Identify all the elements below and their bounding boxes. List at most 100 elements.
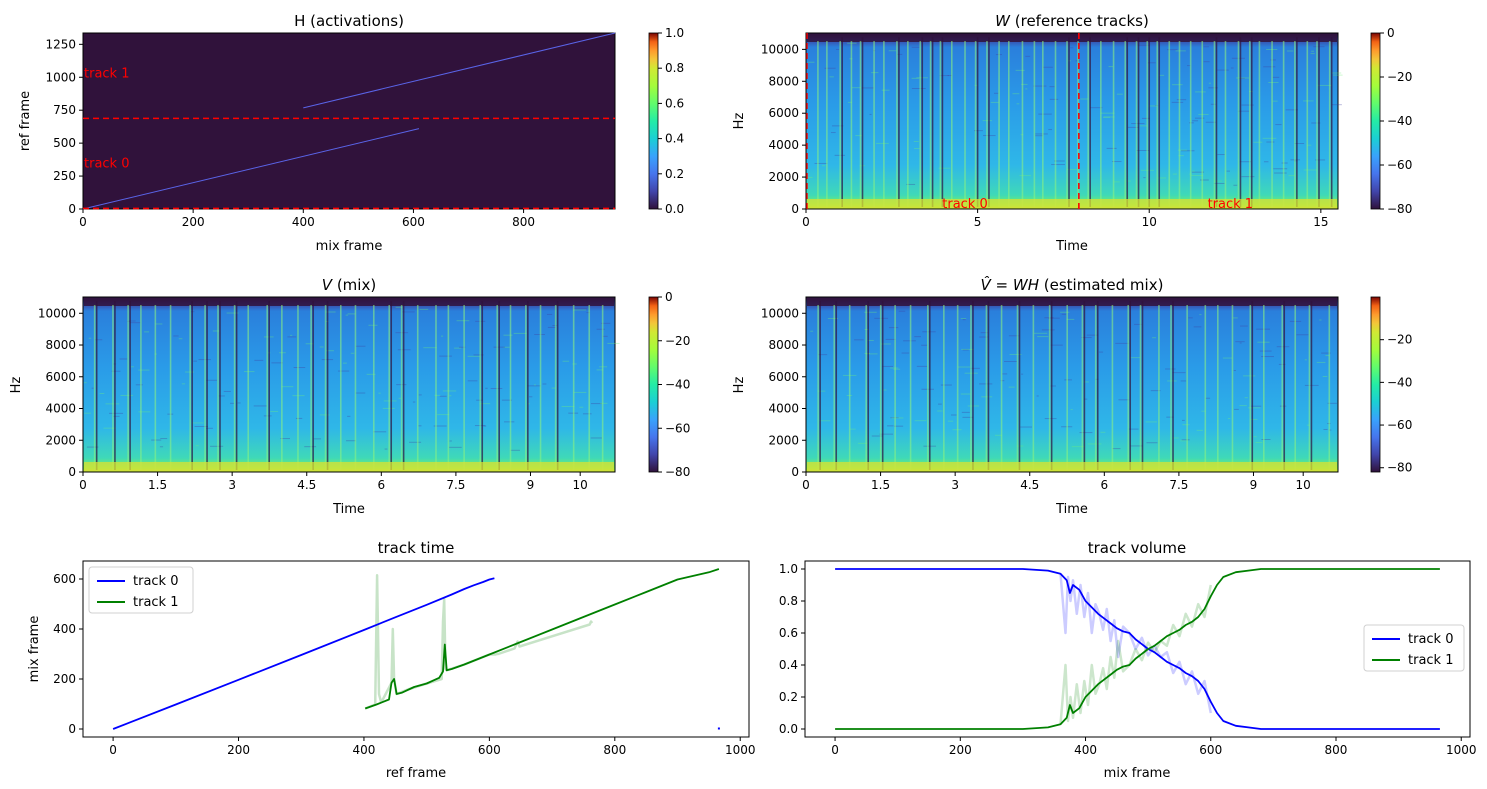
tt-ytick-label: 0 bbox=[68, 722, 76, 736]
tv-xtick-label: 0 bbox=[831, 743, 839, 757]
v-xtick-label: 1.5 bbox=[148, 478, 167, 492]
h-xtick-label: 400 bbox=[292, 215, 315, 229]
v-cbar-tick-label: −60 bbox=[665, 421, 690, 435]
vhat-cbar-tick-label: −20 bbox=[1387, 333, 1412, 347]
tv-ytick-label: 0.2 bbox=[779, 690, 798, 704]
h-xlabel: mix frame bbox=[316, 239, 383, 254]
vhat-xtick-label: 1.5 bbox=[871, 478, 890, 492]
h-xtick-label: 600 bbox=[402, 215, 425, 229]
vhat-xtick-label: 7.5 bbox=[1169, 478, 1188, 492]
tt-ytick-label: 400 bbox=[53, 622, 76, 636]
h-ytick-label: 0 bbox=[68, 202, 76, 216]
v-cbar-tick-label: 0 bbox=[665, 290, 673, 304]
h-track-label: track 1 bbox=[84, 66, 130, 81]
v-xlabel: Time bbox=[332, 502, 365, 517]
tv-faint-line-track-1 bbox=[1059, 584, 1213, 725]
v-xtick-label: 6 bbox=[377, 478, 385, 492]
h-ylabel: ref frame bbox=[18, 91, 33, 151]
w-ytick-label: 8000 bbox=[768, 74, 799, 88]
tv-ytick-label: 0.0 bbox=[779, 722, 798, 736]
vhat-cbar-tick-label: −40 bbox=[1387, 375, 1412, 389]
v-texture-low bbox=[84, 462, 614, 471]
v-xtick-label: 10 bbox=[573, 478, 588, 492]
vhat-ytick-label: 6000 bbox=[768, 370, 799, 384]
tv-ytick-label: 1.0 bbox=[779, 562, 798, 576]
v-xtick-label: 9 bbox=[527, 478, 535, 492]
tt-xlabel: ref frame bbox=[386, 766, 446, 781]
h-cbar-tick-label: 0.2 bbox=[665, 167, 684, 181]
w-xtick-label: 5 bbox=[974, 215, 982, 229]
tt-xtick-label: 0 bbox=[109, 743, 117, 757]
tt-plot-area bbox=[82, 560, 750, 738]
tv-plot-area bbox=[804, 560, 1471, 738]
vhat-ytick-label: 10000 bbox=[761, 306, 799, 320]
vhat-ytick-label: 4000 bbox=[768, 402, 799, 416]
w-xlabel: Time bbox=[1055, 239, 1088, 254]
h-track-label: track 0 bbox=[84, 157, 130, 172]
tt-xtick-label: 1000 bbox=[725, 743, 756, 757]
tv-xtick-label: 200 bbox=[949, 743, 972, 757]
h-activation-diagonal bbox=[82, 128, 420, 210]
vhat-ytick-label: 2000 bbox=[768, 433, 799, 447]
h-cbar-tick-label: 0.0 bbox=[665, 202, 684, 216]
h-xtick-label: 200 bbox=[182, 215, 205, 229]
h-cbar-tick-label: 0.6 bbox=[665, 96, 684, 110]
w-xtick-label: 0 bbox=[802, 215, 810, 229]
tt-ytick-label: 200 bbox=[53, 672, 76, 686]
w-xtick-label: 15 bbox=[1313, 215, 1328, 229]
w-ytick-label: 0 bbox=[791, 202, 799, 216]
panel-track-volume: track volume mix frame 0 200 400 600 800 1000… bbox=[779, 539, 1477, 781]
tv-title: track volume bbox=[1088, 539, 1187, 557]
vhat-cbar-tick-label: −80 bbox=[1387, 461, 1412, 475]
w-texture-low bbox=[807, 199, 1337, 208]
panel-vhat-estimated-mix: V̂ = WH (estimated mix) Time Hz 0 1.5 3 4.5… bbox=[732, 275, 1412, 517]
w-track-label: track 1 bbox=[1208, 197, 1254, 212]
w-xtick-label: 10 bbox=[1142, 215, 1157, 229]
vhat-ytick-label: 0 bbox=[791, 465, 799, 479]
w-ytick-label: 4000 bbox=[768, 138, 799, 152]
vhat-ylabel: Hz bbox=[732, 377, 747, 394]
v-xtick-label: 4.5 bbox=[297, 478, 316, 492]
h-xtick-label: 0 bbox=[79, 215, 87, 229]
tv-legend-label: track 1 bbox=[1408, 653, 1454, 668]
w-colorbar bbox=[1370, 32, 1381, 210]
tt-legend-label: track 0 bbox=[133, 574, 179, 589]
h-ytick-label: 1000 bbox=[45, 70, 76, 84]
w-ytick-label: 10000 bbox=[761, 42, 799, 56]
h-ytick-label: 250 bbox=[53, 169, 76, 183]
tt-xtick-label: 600 bbox=[478, 743, 501, 757]
tv-ytick-label: 0.4 bbox=[779, 658, 798, 672]
tv-legend-label: track 0 bbox=[1408, 632, 1454, 647]
v-cbar-tick-label: −80 bbox=[665, 465, 690, 479]
h-ytick-label: 500 bbox=[53, 136, 76, 150]
vhat-plot-area bbox=[805, 296, 1339, 473]
v-title: V (mix) bbox=[322, 276, 376, 294]
v-ytick-label: 10000 bbox=[38, 306, 76, 320]
h-cbar-tick-label: 0.8 bbox=[665, 61, 684, 75]
w-cbar-tick-label: 0 bbox=[1387, 26, 1395, 40]
tt-ytick-label: 600 bbox=[53, 572, 76, 586]
vhat-texture-low bbox=[807, 462, 1337, 471]
v-cbar-tick-label: −20 bbox=[665, 334, 690, 348]
h-title: H (activations) bbox=[294, 12, 404, 30]
vhat-colorbar bbox=[1370, 296, 1381, 473]
tv-xtick-label: 600 bbox=[1199, 743, 1222, 757]
v-xtick-label: 0 bbox=[79, 478, 87, 492]
w-cbar-tick-label: −20 bbox=[1387, 70, 1412, 84]
vhat-xtick-label: 0 bbox=[802, 478, 810, 492]
h-cbar-tick-label: 0.4 bbox=[665, 132, 684, 146]
tv-ytick-label: 0.8 bbox=[779, 594, 798, 608]
vhat-xtick-label: 9 bbox=[1250, 478, 1258, 492]
tt-line-track-0 bbox=[112, 577, 495, 730]
tv-xlabel: mix frame bbox=[1104, 766, 1171, 781]
w-cbar-tick-label: −40 bbox=[1387, 114, 1412, 128]
h-ytick-label: 750 bbox=[53, 103, 76, 117]
tt-line-track-1 bbox=[364, 568, 720, 710]
vhat-xtick-label: 6 bbox=[1100, 478, 1108, 492]
v-ytick-label: 4000 bbox=[45, 402, 76, 416]
w-plot-area bbox=[805, 32, 1339, 210]
w-cbar-tick-label: −60 bbox=[1387, 158, 1412, 172]
tt-faint-line bbox=[364, 574, 594, 710]
v-ytick-label: 0 bbox=[68, 465, 76, 479]
vhat-xlabel: Time bbox=[1055, 502, 1088, 517]
